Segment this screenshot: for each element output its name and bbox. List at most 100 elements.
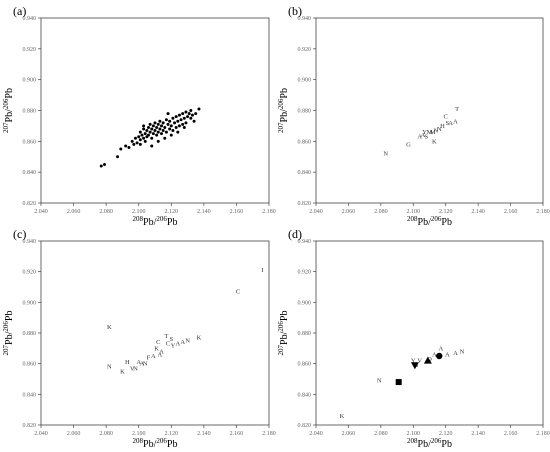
panel-a-y-axis-title: 207Pb/206Pb xyxy=(2,88,15,133)
panel-a-data-point xyxy=(166,112,170,116)
panel-a-data-point xyxy=(155,133,159,137)
panel-b-x-tick-label: 2.100 xyxy=(407,209,421,215)
panel-d-y-tick-label: 0.880 xyxy=(298,331,312,337)
panel-b-letter-point: N xyxy=(434,128,439,135)
panel-d-y-axis-title: 207Pb/206Pb xyxy=(277,311,290,356)
panel-a-data-point xyxy=(156,130,160,134)
panel-c-letter-point: S xyxy=(169,336,173,343)
panel-a-y-tick-label: 0.900 xyxy=(23,78,37,84)
panel-c-x-tick-label: 2.160 xyxy=(230,431,244,437)
panel-a-data-point xyxy=(197,107,201,111)
panel-a-y-tick-label: 0.820 xyxy=(23,201,37,207)
panel-c: 2.040 2.060 2.080 2.100 2.120 2.140 2.160 2.180… xyxy=(2,227,276,450)
panel-a-y-tick-label: 0.840 xyxy=(23,170,37,176)
panel-a-x-tick-label: 2.040 xyxy=(34,209,48,215)
panel-a-data-point xyxy=(184,110,188,114)
panel-d-y-tick-label: 0.820 xyxy=(298,423,312,429)
panel-a-data-point xyxy=(182,125,186,129)
panel-a-data-point xyxy=(99,164,103,168)
panel-b-y-axis-title: 207Pb/206Pb xyxy=(277,88,290,133)
panel-d-letter-point: A xyxy=(453,350,458,357)
panel-b-letter-point: Y xyxy=(422,129,427,136)
panel-a-data-point xyxy=(143,132,147,136)
panel-a-data-point xyxy=(127,146,131,149)
panel-a-data-point xyxy=(176,119,180,123)
panel-b-letter-point: C xyxy=(444,114,448,121)
panel-d-y-tick-label: 0.860 xyxy=(298,362,312,368)
panel-a-data-point xyxy=(138,142,142,146)
panel-d-x-tick-label: 2.140 xyxy=(471,431,485,437)
panel-a-data-point xyxy=(177,124,181,128)
panel-d-y-tick-label: 0.900 xyxy=(298,300,312,306)
panel-b-x-axis-title: 208Pb/206Pb xyxy=(407,215,452,228)
panel-b-letter-point: T xyxy=(455,106,459,113)
panel-c-letter-point: N xyxy=(143,361,148,368)
panel-d-letter-point: V xyxy=(417,358,422,365)
panel-d-letter-point: Y xyxy=(411,358,416,365)
panel-a-data-point xyxy=(163,125,167,129)
panel-b-letter-point: H xyxy=(440,123,445,130)
panel-a-data-point xyxy=(173,121,177,125)
panel-c-frame xyxy=(40,240,270,426)
panel-a-y-tick-label: 0.860 xyxy=(23,139,37,145)
panel-c-y-tick-label: 0.820 xyxy=(23,423,37,429)
panel-a-data-point xyxy=(148,122,152,126)
panel-b-x-tick-label: 2.080 xyxy=(374,209,388,215)
panel-d-label: (d) xyxy=(288,227,302,241)
panel-a-data-point xyxy=(177,113,181,117)
panel-a-data-point xyxy=(132,142,136,146)
panel-a-data-point xyxy=(153,121,157,125)
panel-a-data-point xyxy=(130,139,134,143)
panel-c-y-tick-label: 0.940 xyxy=(23,239,37,245)
panel-d-y-tick-label: 0.840 xyxy=(298,392,312,398)
panel-b-x-tick-label: 2.040 xyxy=(309,209,323,215)
panel-a-data-point xyxy=(146,125,150,129)
panel-a-data-point xyxy=(164,118,168,122)
panel-b-label: (b) xyxy=(288,4,302,18)
panel-a-data-point xyxy=(119,147,123,151)
panel-c-x-tick-label: 2.080 xyxy=(99,431,113,437)
panel-d-y-tick-label: 0.920 xyxy=(298,270,312,276)
panel-b-y-tick-label: 0.880 xyxy=(298,109,312,115)
panel-a-data-point xyxy=(138,130,142,134)
panel-a-x-tick-label: 2.140 xyxy=(197,209,211,215)
panel-a-x-axis-title: 208Pb/206Pb xyxy=(133,215,178,228)
panel-a-y-tick-label: 0.920 xyxy=(23,47,37,53)
panel-a-data-point xyxy=(171,129,175,133)
panel-a-data-point xyxy=(168,119,172,123)
panel-a-data-point xyxy=(148,130,152,134)
panel-d-x-tick-label: 2.100 xyxy=(407,431,421,437)
panel-b-letter-point: A xyxy=(421,132,426,139)
panel-d-letter-point: A xyxy=(445,351,450,358)
panel-a-data-point xyxy=(176,130,180,134)
panel-a-data-point xyxy=(163,136,167,140)
panel-b-letter-point: A xyxy=(453,118,458,125)
panel-d-square-marker xyxy=(395,379,402,386)
panel-c-x-axis-title: 208Pb/206Pb xyxy=(133,437,178,450)
panel-a-data-point xyxy=(124,144,128,148)
panel-a-data-point xyxy=(189,109,193,112)
panel-b-x-tick-label: 2.180 xyxy=(536,209,550,215)
panel-a-data-point xyxy=(103,162,107,166)
panel-d-frame xyxy=(315,240,544,426)
panel-b-x-tick-label: 2.160 xyxy=(504,209,518,215)
panel-d-x-tick-label: 2.080 xyxy=(374,431,388,437)
panel-a-data-point xyxy=(156,122,160,126)
panel-a-data-point xyxy=(164,130,168,134)
panel-c-letter-point: N xyxy=(133,365,138,372)
panel-c-letter-point: I xyxy=(261,267,263,274)
panel-b-letter-point: S xyxy=(424,134,428,141)
panel-d-triangle-down-marker xyxy=(410,362,419,370)
panel-c-letter-point: A xyxy=(136,359,141,366)
panel-d-x-tick-label: 2.180 xyxy=(536,431,550,437)
panel-c-letter-point: Y xyxy=(171,342,176,349)
panel-b-y-tick-label: 0.900 xyxy=(298,78,312,84)
panel-c-label: (c) xyxy=(13,227,26,241)
panel-a-data-point xyxy=(137,135,141,139)
panel-c-letter-point: N xyxy=(185,338,190,345)
panel-c-y-tick-label: 0.860 xyxy=(23,362,37,368)
panel-a-data-point xyxy=(171,116,175,120)
panel-a-data-point xyxy=(142,124,146,128)
panel-a-data-point xyxy=(181,112,185,116)
